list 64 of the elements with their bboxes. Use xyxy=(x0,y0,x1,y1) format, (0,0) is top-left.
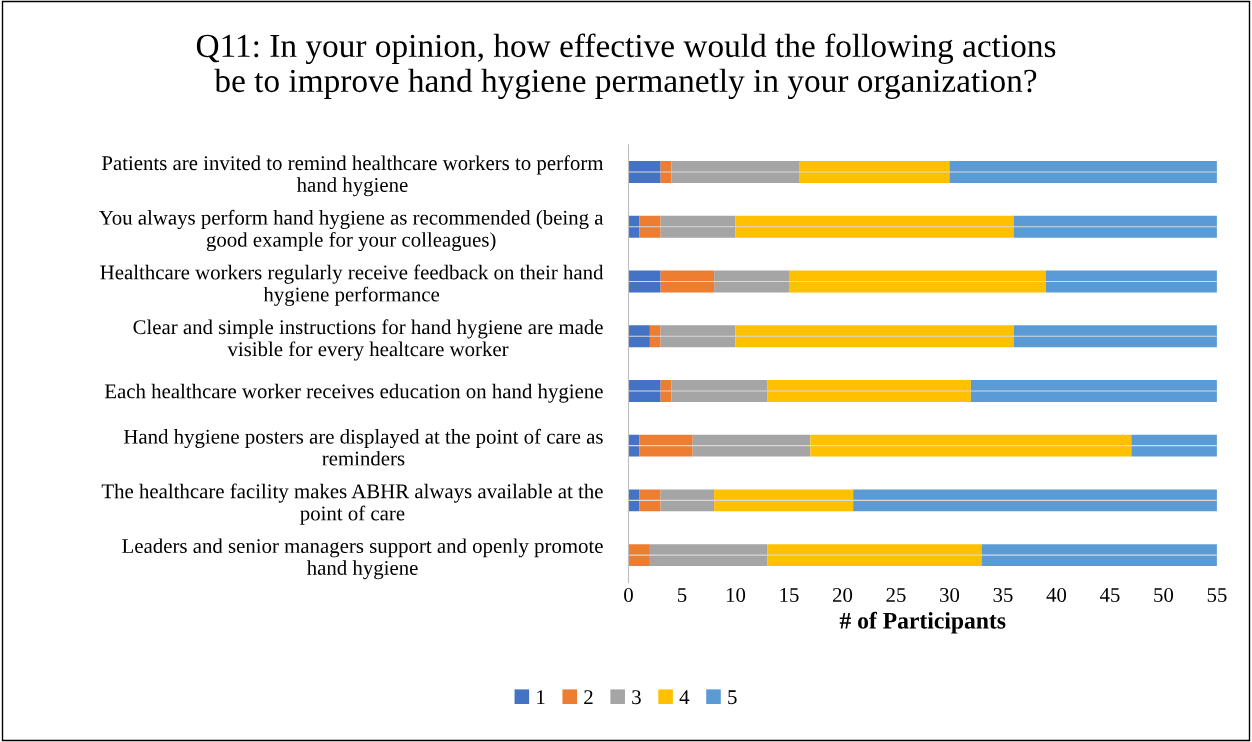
x-tick-label: 10 xyxy=(726,587,746,602)
bar xyxy=(1013,325,1217,348)
x-tick-label: 30 xyxy=(940,587,960,602)
bar xyxy=(639,215,661,238)
bar xyxy=(1131,434,1217,457)
bar xyxy=(714,489,854,512)
bar xyxy=(853,489,1217,512)
x-tick-label: 40 xyxy=(1046,587,1067,602)
bar xyxy=(628,434,640,457)
bar xyxy=(714,270,789,293)
legend-label: 1 xyxy=(537,690,545,704)
x-tick-label: 35 xyxy=(993,587,1013,602)
bar xyxy=(788,270,1046,293)
bar xyxy=(799,161,950,183)
legend-label: 3 xyxy=(632,690,641,705)
x-tick-label: 20 xyxy=(832,587,853,602)
x-tick-label: 0 xyxy=(624,587,633,602)
bar xyxy=(671,161,800,183)
bar xyxy=(649,325,661,348)
bar xyxy=(767,544,982,567)
x-tick-label: 45 xyxy=(1099,588,1120,602)
y-tick-label: Clear and simple instructions for hand hygiene are made visible for every healtcare worker xyxy=(133,319,603,361)
bar xyxy=(1013,215,1217,238)
bar xyxy=(660,325,736,348)
bar xyxy=(628,325,650,348)
bar xyxy=(970,380,1217,402)
bar xyxy=(735,215,1014,238)
bar xyxy=(767,380,971,402)
x-axis-title: # of Participants xyxy=(839,611,1006,634)
x-tick-label: 15 xyxy=(780,588,799,602)
y-tick-label: Healthcare workers regularly receive feedback on their hand hygiene performance xyxy=(100,264,604,306)
bar xyxy=(660,215,736,238)
bar xyxy=(628,544,650,567)
y-tick-label: Hand hygiene posters are displayed at the point of care as reminders xyxy=(123,428,603,466)
bar xyxy=(810,434,1132,457)
bar xyxy=(1045,270,1217,293)
y-tick-label: The healthcare facility makes ABHR always available at the point of care xyxy=(101,483,603,525)
x-tick-label: 25 xyxy=(886,587,906,602)
bar xyxy=(671,380,768,402)
bar xyxy=(660,489,715,512)
bar xyxy=(981,544,1217,567)
y-tick-label: Patients are invited to remind healthcare workers to perform hand hygiene xyxy=(101,155,604,197)
bar xyxy=(692,434,811,457)
chart-title: Q11: In your opinion, how effective would the following actions be to improve hand hygiene permanetly in your organization? xyxy=(196,33,1056,99)
bar xyxy=(628,161,661,183)
bar xyxy=(628,215,640,238)
bar xyxy=(735,325,1014,348)
bar xyxy=(949,161,1217,183)
bar xyxy=(628,489,640,512)
legend-label: 5 xyxy=(728,690,737,705)
bar xyxy=(639,489,661,512)
bar xyxy=(628,270,661,293)
y-tick-label: Leaders and senior managers support and openly promote hand hygiene xyxy=(122,538,603,580)
bar xyxy=(660,270,715,293)
y-tick-label: Each healthcare worker receives education on hand hygiene xyxy=(104,383,603,403)
legend-label: 4 xyxy=(679,690,690,704)
legend-label: 2 xyxy=(584,690,593,704)
x-tick-label: 55 xyxy=(1207,588,1227,602)
y-tick-label: You always perform hand hygiene as recommended (being a good example for your colleagues) xyxy=(99,209,604,252)
bar xyxy=(639,434,693,457)
bar xyxy=(649,544,768,567)
x-tick-label: 50 xyxy=(1154,587,1174,602)
bar xyxy=(628,380,661,402)
x-tick-label: 5 xyxy=(678,588,687,602)
